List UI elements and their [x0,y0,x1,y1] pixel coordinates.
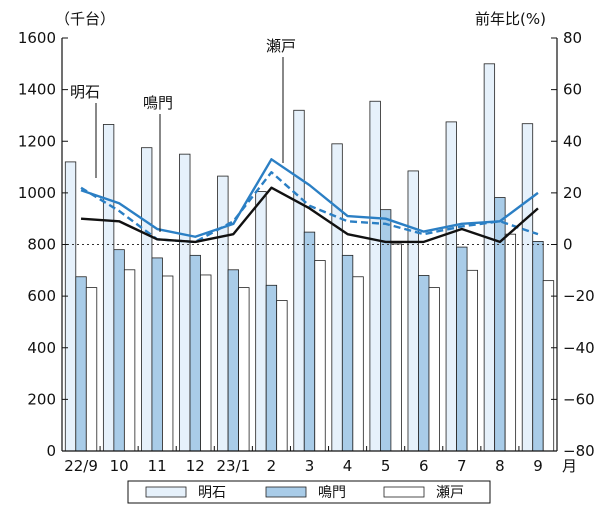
bar-鳴門-7 [341,254,354,452]
x-tick-label: 10 [110,457,129,475]
left-tick-label: 600 [27,287,56,305]
x-tick-label: 6 [419,457,429,475]
bar-layer [64,63,555,452]
bar-瀬戸-11 [504,233,517,452]
legend-swatch-鳴門 [265,486,307,498]
line-明石 [80,158,539,238]
axes: 02004006008001000120014001600−80−60−40−2… [18,29,595,475]
legend-swatch-明石 [145,486,187,498]
bar-瀬戸-12 [542,280,555,452]
bar-鳴門-3 [189,254,201,452]
x-tick-label: 2 [267,457,277,475]
bar-瀬戸-4 [238,287,250,452]
bar-瀬戸-7 [352,276,364,452]
annotation-seto: 瀬戸 [266,37,296,55]
left-tick-label: 1000 [18,184,56,202]
bar-鳴門-5 [265,284,278,452]
bar-鳴門-9 [418,275,430,452]
bar-鳴門-10 [456,246,468,452]
x-tick-label: 22/9 [64,457,98,475]
left-tick-label: 1600 [18,29,56,47]
right-axis-unit: 前年比(%) [475,10,546,28]
bar-明石-3 [179,153,191,452]
bar-鳴門-8 [380,209,392,452]
bar-瀬戸-5 [276,300,288,452]
left-axis-unit: （千台） [55,10,115,28]
legend-label-瀬戸: 瀬戸 [436,485,464,501]
bar-明石-8 [369,100,381,452]
bar-瀬戸-6 [314,260,326,452]
bar-明石-7 [331,143,343,452]
x-tick-label: 12 [186,457,205,475]
bar-瀬戸-2 [162,275,174,452]
bar-明石-1 [102,124,115,452]
right-tick-label: −60 [563,390,595,408]
left-tick-label: 200 [27,390,56,408]
x-tick-label: 9 [533,457,543,475]
bar-明石-11 [483,63,496,452]
bar-明石-2 [141,147,153,452]
bar-鳴門-1 [113,249,125,452]
line-瀬戸 [80,186,539,244]
bar-瀬戸-3 [200,274,212,452]
legend-label-明石: 明石 [198,485,226,501]
bar-鳴門-4 [227,269,239,452]
right-tick-label: −80 [563,442,595,460]
x-tick-label: 23/1 [217,457,251,475]
x-tick-label: 5 [381,457,391,475]
annotations: 明石 鳴門 瀬戸 [70,37,296,232]
x-tick-label: 8 [495,457,505,475]
annotation-naruto: 鳴門 [143,94,173,112]
left-tick-label: 800 [27,236,56,254]
right-tick-label: 20 [563,184,582,202]
legend-swatch-瀬戸 [383,486,425,498]
right-tick-label: −40 [563,339,595,357]
right-tick-label: 60 [563,81,582,99]
bar-瀬戸-8 [390,243,402,452]
legend: 明石 鳴門 瀬戸 [127,480,491,504]
right-tick-label: 80 [563,29,582,47]
bar-瀬戸-9 [428,287,440,452]
right-tick-label: 40 [563,132,582,150]
bar-瀬戸-1 [123,269,136,452]
legend-box [127,480,491,504]
bar-瀬戸-10 [466,269,478,452]
bar-明石-10 [445,121,457,452]
annotation-akashi: 明石 [70,83,100,101]
left-tick-label: 1400 [18,81,56,99]
bar-明石-6 [293,109,305,452]
bar-明石-4 [217,175,229,452]
bar-明石-9 [407,170,419,452]
x-axis-suffix: 月 [562,457,577,475]
line-layer [80,158,539,244]
bar-鳴門-6 [303,231,316,452]
left-tick-label: 1200 [18,132,56,150]
bar-明石-0 [64,161,77,452]
left-tick-label: 0 [46,442,56,460]
x-tick-label: 11 [148,457,167,475]
bar-鳴門-2 [151,257,163,452]
bar-瀬戸-0 [85,287,98,452]
right-tick-label: −20 [563,287,595,305]
bar-明石-5 [255,191,267,452]
bar-明石-12 [521,123,534,452]
bar-鳴門-11 [494,197,506,452]
bar-鳴門-0 [75,276,87,452]
right-tick-label: 0 [563,236,573,254]
legend-label-鳴門: 鳴門 [318,485,346,501]
x-tick-label: 7 [457,457,467,475]
bar-鳴門-12 [532,241,544,452]
left-tick-label: 400 [27,339,56,357]
x-tick-label: 4 [343,457,353,475]
x-tick-label: 3 [305,457,315,475]
